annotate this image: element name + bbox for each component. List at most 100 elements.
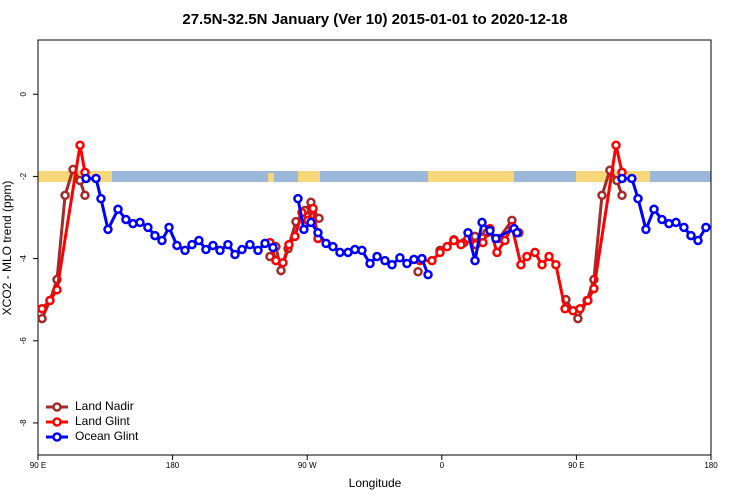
plot-frame (37, 39, 712, 456)
data-point (485, 225, 495, 236)
data-point (573, 313, 583, 324)
y-tick-label: -6 (19, 337, 28, 345)
data-point (657, 214, 667, 225)
data-point (150, 230, 160, 241)
data-point (187, 239, 197, 250)
data-point (215, 245, 225, 256)
data-point (208, 240, 218, 251)
data-point (701, 222, 711, 233)
data-point (328, 241, 338, 252)
data-point (223, 239, 233, 250)
chart-title: 27.5N-32.5N January (Ver 10) 2015-01-01 … (182, 11, 567, 28)
y-tick-label: -4 (19, 254, 28, 262)
y-axis-label: XCO2 - MLO trend (ppm) (0, 181, 14, 316)
data-point (135, 217, 145, 228)
legend-marker (52, 417, 62, 427)
data-point (633, 193, 643, 204)
data-point (617, 190, 627, 201)
data-point (80, 190, 90, 201)
data-point (306, 217, 316, 228)
data-point (470, 255, 480, 266)
data-point (575, 303, 585, 314)
data-point (290, 231, 300, 242)
land-band (298, 171, 320, 182)
data-point (402, 258, 412, 269)
data-point (544, 251, 554, 262)
data-point (37, 303, 47, 314)
data-point (60, 190, 70, 201)
data-point (52, 285, 62, 295)
data-point (113, 204, 123, 215)
data-point (96, 193, 106, 204)
data-point (103, 224, 113, 235)
data-point (81, 173, 91, 184)
x-tick-label: 0 (440, 461, 445, 470)
data-point (201, 244, 211, 255)
data-point (627, 173, 637, 184)
data-point (583, 295, 593, 306)
legend-marker (52, 402, 62, 412)
data-point (641, 224, 651, 235)
data-point (37, 313, 47, 324)
data-point (516, 260, 526, 270)
data-point (671, 217, 681, 228)
legend-label: Ocean Glint (75, 429, 139, 443)
data-point (413, 266, 423, 277)
land-band (428, 171, 514, 182)
data-point (456, 239, 466, 250)
data-point (679, 222, 689, 233)
data-point (143, 222, 153, 233)
data-point (245, 239, 255, 250)
legend-label: Land Glint (75, 414, 130, 428)
y-tick-label: -2 (19, 172, 28, 180)
data-point (522, 251, 532, 262)
data-point (500, 235, 510, 246)
data-point (164, 222, 174, 233)
y-tick-label: -8 (19, 419, 28, 427)
data-point (537, 260, 547, 270)
data-point (589, 283, 599, 294)
x-tick-label: 180 (166, 461, 180, 470)
data-point (611, 140, 621, 150)
data-point (478, 237, 488, 248)
data-point (597, 190, 607, 201)
x-axis-label: Longitude (349, 476, 402, 490)
data-point (449, 235, 459, 246)
data-point (276, 265, 286, 276)
data-point (512, 227, 522, 238)
data-point (492, 247, 502, 258)
data-point (230, 249, 240, 260)
data-point (427, 255, 437, 266)
land-band (268, 173, 274, 182)
y-tick-label: 0 (19, 91, 28, 96)
data-point (387, 260, 397, 270)
data-point (121, 214, 131, 225)
data-point (357, 245, 367, 256)
x-tick-label: 180 (704, 461, 718, 470)
ocean-band (38, 171, 711, 182)
data-point (194, 235, 204, 246)
data-point (372, 251, 382, 262)
data-point (260, 238, 270, 249)
data-point (299, 224, 309, 235)
data-point (491, 233, 501, 244)
data-point (560, 303, 570, 314)
data-point (442, 241, 452, 252)
data-point (477, 217, 487, 228)
data-point (253, 245, 263, 256)
data-point (268, 242, 278, 253)
data-point (365, 258, 375, 269)
data-point (172, 240, 182, 251)
data-point (395, 253, 405, 263)
legend-label: Land Nadir (75, 399, 134, 413)
data-point (91, 173, 101, 184)
data-point (530, 247, 540, 258)
data-point (75, 140, 85, 150)
data-point (284, 239, 294, 250)
data-point (417, 253, 427, 264)
data-point (409, 254, 419, 265)
data-point (686, 230, 696, 241)
data-point (335, 247, 345, 258)
data-point (463, 227, 473, 238)
